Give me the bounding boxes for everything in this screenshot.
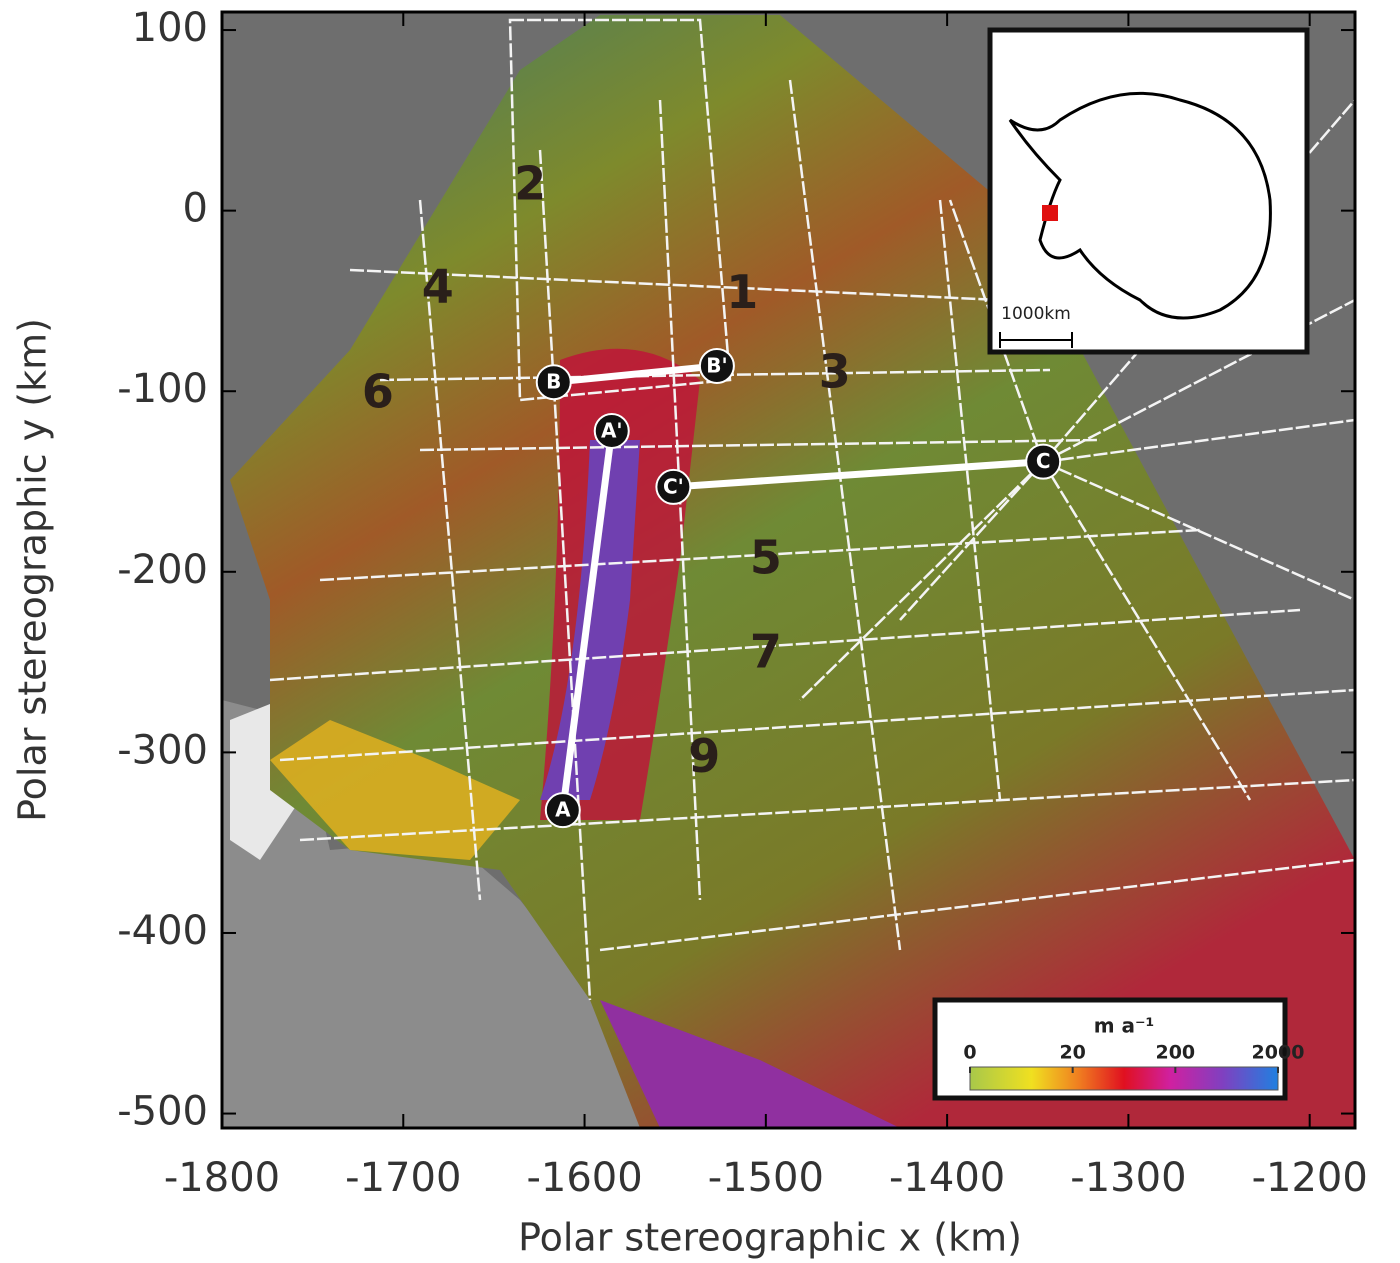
profile-point-label: C': [663, 474, 684, 498]
profile-point: [1025, 443, 1062, 480]
x-tick-label: -1500: [708, 1155, 824, 1201]
profile-point: [535, 364, 572, 401]
y-tick-label: -200: [117, 547, 208, 593]
x-tick-label: -1300: [1070, 1155, 1186, 1201]
region-number: 4: [422, 260, 454, 314]
scale-label: 1000km: [1001, 304, 1071, 324]
colorbar-label: m a⁻¹: [1094, 1014, 1155, 1038]
profile-point-label: B: [546, 370, 561, 394]
y-tick-label: -100: [117, 366, 208, 412]
profile-point: [544, 792, 581, 829]
x-tick-label: -1600: [526, 1155, 642, 1201]
region-number: 5: [750, 530, 782, 584]
x-tick-label: -1200: [1252, 1155, 1368, 1201]
study-area-marker: [1042, 205, 1058, 221]
antarctica-outline: [1008, 91, 1272, 320]
colorbar-tick-label: 20: [1059, 1042, 1085, 1064]
slow-flow-yellow: [270, 720, 520, 860]
x-axis-label: Polar stereographic x (km): [518, 1216, 1022, 1260]
inset-map: 1000km: [987, 27, 1310, 355]
profile-line: [673, 458, 1044, 491]
region-number: 7: [750, 624, 782, 678]
profile-point-label: B': [706, 353, 727, 377]
velocity-swath: [230, 15, 1355, 1128]
lower-fast-flow: [600, 1000, 900, 1128]
profile-line: [553, 362, 718, 386]
profile-point-label: C: [1036, 449, 1051, 473]
y-tick-label: -400: [117, 908, 208, 954]
colorbar-tick-label: 2000: [1252, 1042, 1305, 1064]
x-tick-label: -1700: [345, 1155, 461, 1201]
region-number: 2: [514, 157, 546, 211]
y-tick-label: 0: [183, 186, 208, 232]
profile-line: [559, 430, 616, 811]
colorbar-gradient: [969, 1066, 1279, 1091]
profile-point: [655, 468, 692, 505]
profile-lines: [553, 362, 1044, 811]
profile-point: [698, 347, 735, 384]
profile-point-label: A': [601, 418, 623, 442]
profile-point-label: A: [555, 798, 571, 822]
region-number: 1: [726, 265, 758, 319]
scale-bar: [999, 332, 1073, 348]
region-number: 6: [362, 364, 394, 418]
colorbar-tick-label: 200: [1155, 1042, 1195, 1064]
region-number: 9: [688, 729, 720, 783]
y-tick-label: -300: [117, 727, 208, 773]
x-tick-label: -1800: [164, 1155, 280, 1201]
land-area: [222, 700, 700, 1128]
y-tick-label: -500: [117, 1089, 208, 1135]
y-axis-label: Polar stereographic y (km): [11, 318, 55, 822]
profile-point: [593, 412, 630, 449]
colorbar: m a⁻¹: [932, 997, 1288, 1101]
colorbar-tick-label: 0: [963, 1042, 976, 1064]
x-tick-label: -1400: [889, 1155, 1005, 1201]
y-tick-label: 100: [132, 5, 208, 51]
region-number: 3: [819, 344, 851, 398]
plot-frame: [220, 10, 1357, 1130]
